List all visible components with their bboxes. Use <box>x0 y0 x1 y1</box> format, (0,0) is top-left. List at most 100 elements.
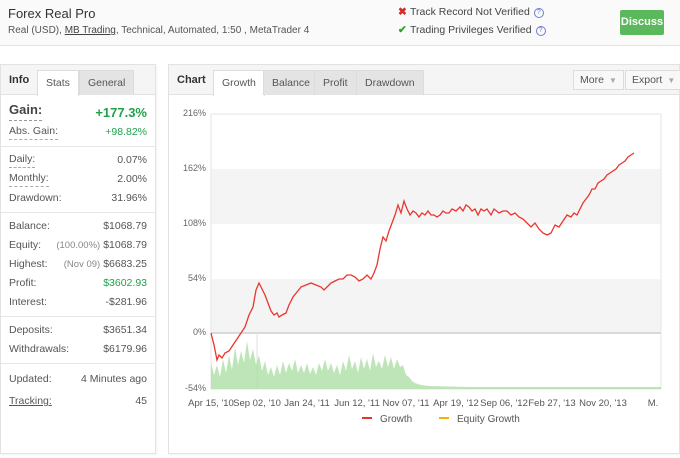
x-tick: M. <box>647 398 659 409</box>
highest-value: $6683.25 <box>103 258 147 270</box>
tab-drawdown[interactable]: Drawdown <box>356 70 424 95</box>
y-tick: -54% <box>184 383 206 393</box>
profit-value: $3602.93 <box>103 277 147 289</box>
growth-chart[interactable] <box>169 65 680 455</box>
interest-row: Interest: -$281.96 <box>9 293 147 312</box>
legend-swatch <box>439 417 449 419</box>
profit-row: Profit: $3602.93 <box>9 274 147 293</box>
monthly-label[interactable]: Monthly: <box>9 170 49 187</box>
account-subtitle: Real (USD), MB Trading, Technical, Autom… <box>8 25 309 36</box>
divider <box>1 212 155 213</box>
broker-link[interactable]: MB Trading <box>64 25 116 36</box>
x-icon: ✖ <box>398 6 407 18</box>
chevron-down-icon: ▼ <box>667 76 676 85</box>
equity-note: (100.00%) <box>56 240 101 251</box>
more-dropdown[interactable]: More ▼ <box>573 70 624 90</box>
trading-privileges-label: Trading Privileges Verified <box>410 24 532 36</box>
updated-value: 4 Minutes ago <box>81 373 147 385</box>
tracking-value: 45 <box>135 395 147 407</box>
tracking-link[interactable]: Tracking: <box>9 395 52 407</box>
tab-general[interactable]: General <box>79 70 135 95</box>
tab-stats[interactable]: Stats <box>37 70 79 96</box>
drawdown-row: Drawdown: 31.96% <box>9 189 147 208</box>
check-icon: ✔ <box>398 24 407 36</box>
track-record-status: ✖ Track Record Not Verified? <box>398 6 544 18</box>
y-tick: 0% <box>192 327 206 337</box>
export-dropdown[interactable]: Export ▼ <box>625 70 680 90</box>
trading-privileges-status: ✔ Trading Privileges Verified? <box>398 24 546 36</box>
daily-row: Daily: 0.07% <box>9 151 147 170</box>
legend-growth[interactable]: Growth <box>362 414 412 425</box>
gain-label[interactable]: Gain: <box>9 101 43 121</box>
abs-gain-row: Abs. Gain: +98.82% <box>9 123 147 142</box>
info-panel: Info Stats General Gain: +177.3% Abs. Ga… <box>0 64 156 454</box>
withdrawals-value: $6179.96 <box>103 343 147 355</box>
page-header: Forex Real Pro Real (USD), MB Trading, T… <box>0 0 680 46</box>
x-tick: Feb 27, '13 <box>528 398 576 409</box>
withdrawals-label: Withdrawals: <box>9 343 70 355</box>
legend-equity-growth[interactable]: Equity Growth <box>439 414 520 425</box>
y-tick: 162% <box>182 163 206 173</box>
discuss-button[interactable]: Discuss <box>620 10 664 35</box>
abs-gain-value: +98.82% <box>105 126 147 138</box>
more-label: More <box>580 74 604 86</box>
equity-value: $1068.79 <box>103 239 147 251</box>
x-tick: Apr 15, '10 <box>188 398 234 409</box>
abs-gain-label[interactable]: Abs. Gain: <box>9 123 59 140</box>
y-tick: 108% <box>182 218 206 228</box>
legend-label: Equity Growth <box>457 414 520 425</box>
daily-value: 0.07% <box>117 154 147 166</box>
subtitle-prefix: Real (USD), <box>8 25 65 36</box>
x-tick: Nov 07, '11 <box>382 398 430 409</box>
gain-value: +177.3% <box>95 105 147 120</box>
x-tick: Nov 20, '13 <box>579 398 627 409</box>
daily-label[interactable]: Daily: <box>9 151 36 168</box>
chart-title: Chart <box>177 74 206 86</box>
updated-row: Updated: 4 Minutes ago <box>9 368 147 390</box>
balance-label: Balance: <box>9 220 50 232</box>
export-label: Export <box>632 74 663 86</box>
chart-panel: Chart Growth Balance Profit Drawdown Mor… <box>168 64 680 454</box>
tab-growth[interactable]: Growth <box>213 70 265 96</box>
tab-profit[interactable]: Profit <box>314 70 357 95</box>
monthly-row: Monthly: 2.00% <box>9 170 147 189</box>
deposits-row: Deposits: $3651.34 <box>9 321 147 340</box>
withdrawals-row: Withdrawals: $6179.96 <box>9 340 147 359</box>
equity-label: Equity: <box>9 239 42 251</box>
volume-bars <box>211 341 661 389</box>
legend-label: Growth <box>380 414 413 425</box>
stats-list: Gain: +177.3% Abs. Gain: +98.82% Daily: … <box>1 101 155 412</box>
info-tabs: Info Stats General <box>1 65 155 96</box>
highest-note: (Nov 09) <box>63 259 101 270</box>
balance-value: $1068.79 <box>103 220 147 232</box>
divider <box>1 363 155 364</box>
deposits-label: Deposits: <box>9 324 53 336</box>
y-tick: 216% <box>182 108 206 118</box>
x-tick: Apr 19, '12 <box>433 398 479 409</box>
track-record-label: Track Record Not Verified <box>410 6 530 18</box>
highest-label: Highest: <box>9 258 48 270</box>
help-icon[interactable]: ? <box>535 26 546 36</box>
tab-balance[interactable]: Balance <box>263 70 319 95</box>
tracking-row: Tracking: 45 <box>9 390 147 412</box>
monthly-value: 2.00% <box>117 173 147 185</box>
deposits-value: $3651.34 <box>103 324 147 336</box>
x-tick: Sep 06, '12 <box>480 398 528 409</box>
balance-row: Balance: $1068.79 <box>9 217 147 236</box>
profit-label: Profit: <box>9 277 37 289</box>
chart-tabs: Chart Growth Balance Profit Drawdown Mor… <box>169 65 680 96</box>
drawdown-value: 31.96% <box>111 192 147 204</box>
drawdown-label: Drawdown: <box>9 192 62 204</box>
divider <box>1 146 155 147</box>
interest-value: -$281.96 <box>105 296 147 308</box>
growth-line <box>210 152 635 363</box>
subtitle-suffix: , Technical, Automated, 1:50 , MetaTrade… <box>115 25 310 36</box>
info-title: Info <box>9 74 30 86</box>
help-icon[interactable]: ? <box>533 8 544 18</box>
x-tick: Jan 24, '11 <box>284 398 330 409</box>
x-tick: Sep 02, '10 <box>233 398 281 409</box>
account-title: Forex Real Pro <box>8 6 96 21</box>
highest-row: Highest: (Nov 09) $6683.25 <box>9 255 147 274</box>
gain-row: Gain: +177.3% <box>9 101 147 123</box>
chevron-down-icon: ▼ <box>608 76 617 85</box>
